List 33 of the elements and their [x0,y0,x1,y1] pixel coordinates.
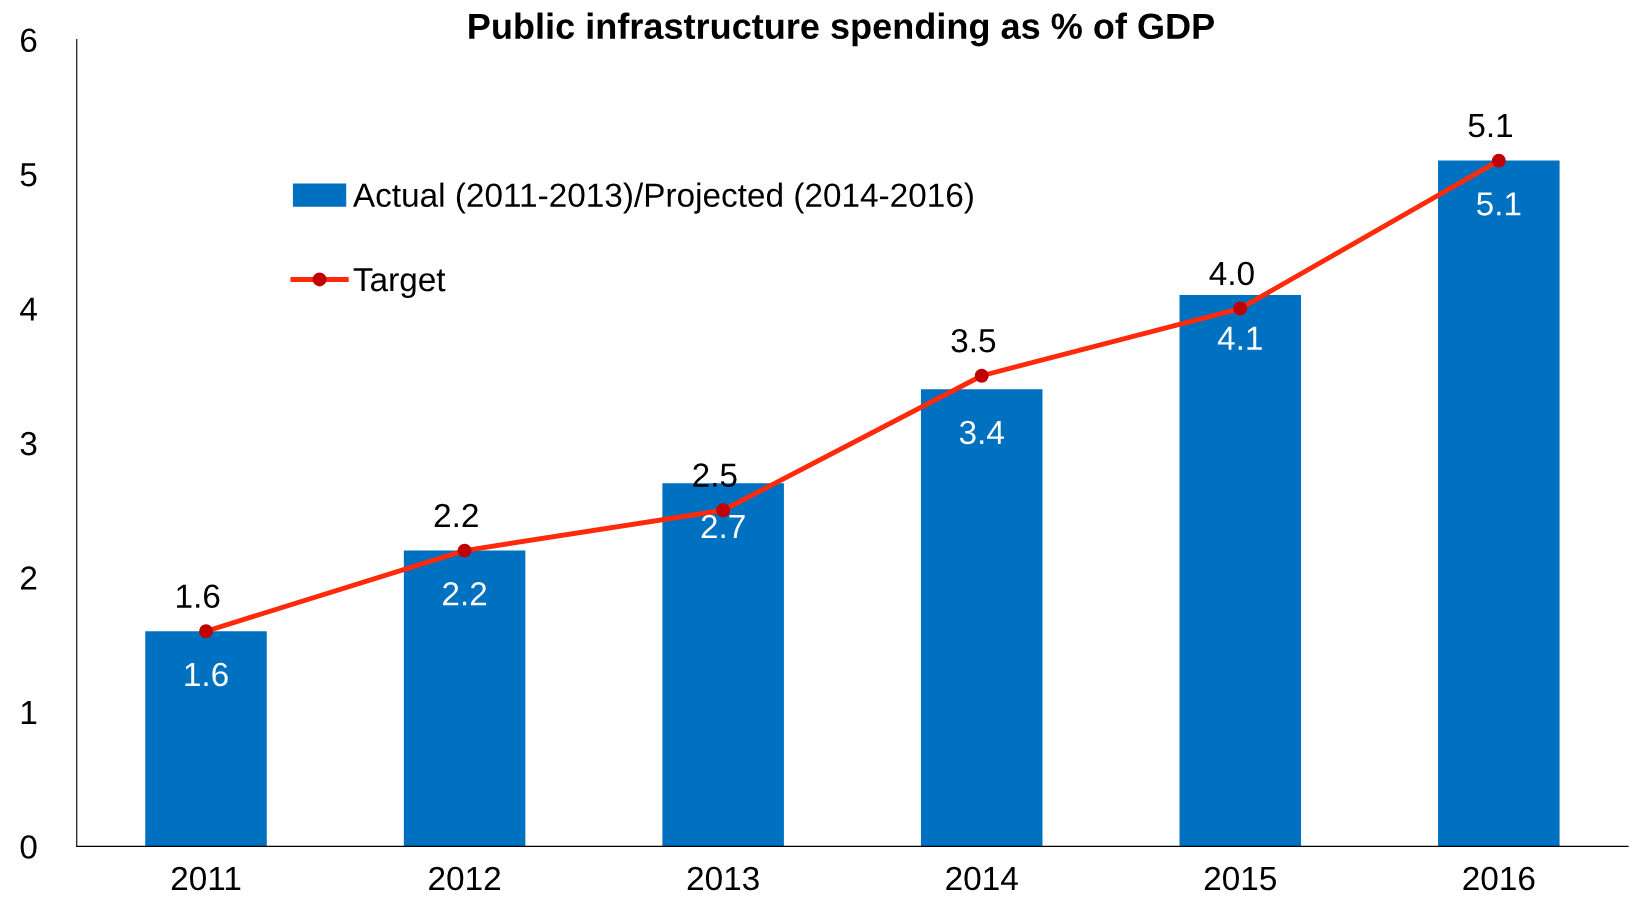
data-label: 3.4 [959,420,1004,445]
x-tick-label: 2012 [429,866,500,891]
x-tick-label: 2011 [171,866,241,891]
data-label: 1.6 [185,662,228,687]
data-label: 2.2 [443,582,487,606]
x-tick-label: 2014 [946,866,1018,891]
data-label: 3.5 [951,328,996,353]
bar [145,631,267,847]
y-tick-label: 2 [21,566,37,590]
data-label: 4.1 [1217,326,1262,350]
bar [920,389,1043,847]
x-tick-label: 2016 [1463,866,1535,891]
data-label: 2.5 [693,463,737,487]
bar [403,550,526,847]
bar [1179,295,1302,847]
x-tick-label: 2013 [687,866,759,891]
x-tick-label: 2015 [1204,866,1276,891]
legend-label: Actual (2011-2013)/Projected (2014-2016) [352,182,973,214]
y-tick-label: 0 [20,835,37,859]
legend-label: Target [353,268,446,299]
data-label: 4.0 [1209,261,1254,286]
bar [1438,160,1560,847]
chart-title: Public infrastructure spending as % of GDP [469,12,1214,47]
y-tick-label: 5 [20,163,37,187]
y-tick-label: 3 [20,431,37,456]
data-label: 2.2 [434,503,478,527]
data-label: 5.1 [1476,192,1521,216]
y-tick-label: 6 [21,28,37,53]
y-tick-label: 4 [20,297,37,321]
data-label: 2.7 [701,514,745,539]
y-tick-label: 1 [21,701,37,725]
data-label: 5.1 [1468,114,1513,138]
data-label: 1.6 [177,584,220,608]
